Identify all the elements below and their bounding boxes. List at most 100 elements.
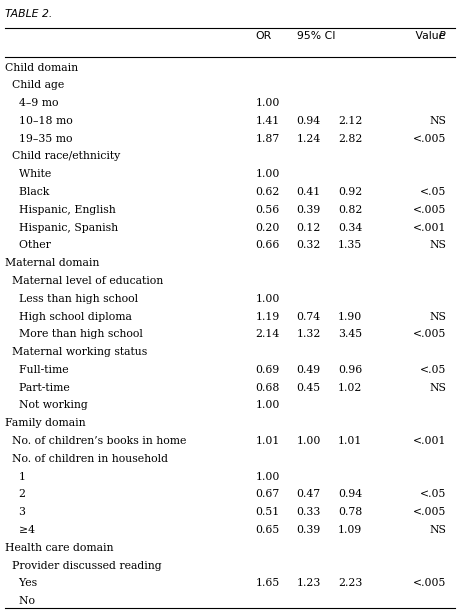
Text: 1.00: 1.00: [255, 400, 279, 411]
Text: 1.01: 1.01: [337, 436, 362, 446]
Text: 0.41: 0.41: [296, 187, 320, 197]
Text: Part-time: Part-time: [5, 383, 69, 393]
Text: <.001: <.001: [412, 223, 445, 233]
Text: 1: 1: [5, 472, 26, 481]
Text: 1.00: 1.00: [255, 293, 279, 304]
Text: <.005: <.005: [412, 329, 445, 340]
Text: NS: NS: [428, 116, 445, 126]
Text: 0.33: 0.33: [296, 507, 320, 517]
Text: <.005: <.005: [412, 205, 445, 215]
Text: 0.20: 0.20: [255, 223, 279, 233]
Text: 0.92: 0.92: [337, 187, 362, 197]
Text: Hispanic, English: Hispanic, English: [5, 205, 115, 215]
Text: Yes: Yes: [5, 578, 37, 588]
Text: No. of children in household: No. of children in household: [5, 454, 167, 464]
Text: 0.62: 0.62: [255, 187, 279, 197]
Text: Family domain: Family domain: [5, 418, 85, 429]
Text: Health care domain: Health care domain: [5, 543, 113, 553]
Text: 0.94: 0.94: [337, 489, 361, 499]
Text: 0.49: 0.49: [296, 365, 320, 375]
Text: 3: 3: [5, 507, 26, 517]
Text: 0.66: 0.66: [255, 241, 279, 251]
Text: 1.65: 1.65: [255, 578, 279, 588]
Text: 0.51: 0.51: [255, 507, 279, 517]
Text: 0.78: 0.78: [337, 507, 362, 517]
Text: Child domain: Child domain: [5, 63, 78, 72]
Text: <.05: <.05: [419, 489, 445, 499]
Text: 1.32: 1.32: [296, 329, 320, 340]
Text: NS: NS: [428, 383, 445, 393]
Text: 0.39: 0.39: [296, 525, 320, 535]
Text: NS: NS: [428, 241, 445, 251]
Text: 1.00: 1.00: [296, 436, 320, 446]
Text: 1.09: 1.09: [337, 525, 362, 535]
Text: 0.65: 0.65: [255, 525, 279, 535]
Text: OR: OR: [255, 31, 271, 41]
Text: Provider discussed reading: Provider discussed reading: [5, 561, 161, 570]
Text: 1.35: 1.35: [337, 241, 362, 251]
Text: More than high school: More than high school: [5, 329, 142, 340]
Text: Value: Value: [411, 31, 445, 41]
Text: 1.87: 1.87: [255, 134, 279, 144]
Text: 0.69: 0.69: [255, 365, 279, 375]
Text: 0.68: 0.68: [255, 383, 279, 393]
Text: 0.32: 0.32: [296, 241, 320, 251]
Text: 0.96: 0.96: [337, 365, 362, 375]
Text: 1.00: 1.00: [255, 98, 279, 108]
Text: 0.74: 0.74: [296, 311, 320, 322]
Text: Hispanic, Spanish: Hispanic, Spanish: [5, 223, 118, 233]
Text: 2.23: 2.23: [337, 578, 362, 588]
Text: 2: 2: [5, 489, 26, 499]
Text: Child race/ethnicity: Child race/ethnicity: [5, 152, 120, 161]
Text: <.005: <.005: [412, 507, 445, 517]
Text: 2.82: 2.82: [337, 134, 362, 144]
Text: Maternal working status: Maternal working status: [5, 347, 146, 357]
Text: 1.24: 1.24: [296, 134, 320, 144]
Text: 0.67: 0.67: [255, 489, 279, 499]
Text: <.001: <.001: [412, 436, 445, 446]
Text: <.05: <.05: [419, 365, 445, 375]
Text: 0.45: 0.45: [296, 383, 320, 393]
Text: 1.00: 1.00: [255, 472, 279, 481]
Text: 0.47: 0.47: [296, 489, 320, 499]
Text: 95% CI: 95% CI: [296, 31, 335, 41]
Text: Full-time: Full-time: [5, 365, 68, 375]
Text: Child age: Child age: [5, 80, 64, 90]
Text: 1.02: 1.02: [337, 383, 362, 393]
Text: <.005: <.005: [412, 134, 445, 144]
Text: 3.45: 3.45: [337, 329, 361, 340]
Text: P: P: [438, 31, 444, 41]
Text: White: White: [5, 169, 51, 179]
Text: Other: Other: [5, 241, 50, 251]
Text: <.05: <.05: [419, 187, 445, 197]
Text: 2.12: 2.12: [337, 116, 362, 126]
Text: 1.41: 1.41: [255, 116, 279, 126]
Text: 1.00: 1.00: [255, 169, 279, 179]
Text: 1.90: 1.90: [337, 311, 362, 322]
Text: <.005: <.005: [412, 578, 445, 588]
Text: 1.19: 1.19: [255, 311, 279, 322]
Text: 10–18 mo: 10–18 mo: [5, 116, 72, 126]
Text: Not working: Not working: [5, 400, 87, 411]
Text: Black: Black: [5, 187, 49, 197]
Text: 0.12: 0.12: [296, 223, 320, 233]
Text: 2.14: 2.14: [255, 329, 279, 340]
Text: 1.01: 1.01: [255, 436, 279, 446]
Text: High school diploma: High school diploma: [5, 311, 131, 322]
Text: 19–35 mo: 19–35 mo: [5, 134, 72, 144]
Text: Maternal level of education: Maternal level of education: [5, 276, 162, 286]
Text: 0.94: 0.94: [296, 116, 320, 126]
Text: 0.56: 0.56: [255, 205, 279, 215]
Text: No. of children’s books in home: No. of children’s books in home: [5, 436, 185, 446]
Text: ≥4: ≥4: [5, 525, 34, 535]
Text: 0.39: 0.39: [296, 205, 320, 215]
Text: NS: NS: [428, 525, 445, 535]
Text: NS: NS: [428, 311, 445, 322]
Text: Maternal domain: Maternal domain: [5, 258, 99, 268]
Text: Less than high school: Less than high school: [5, 293, 137, 304]
Text: TABLE 2.: TABLE 2.: [5, 9, 52, 19]
Text: 1.23: 1.23: [296, 578, 320, 588]
Text: 0.82: 0.82: [337, 205, 362, 215]
Text: No: No: [5, 596, 34, 606]
Text: 4–9 mo: 4–9 mo: [5, 98, 58, 108]
